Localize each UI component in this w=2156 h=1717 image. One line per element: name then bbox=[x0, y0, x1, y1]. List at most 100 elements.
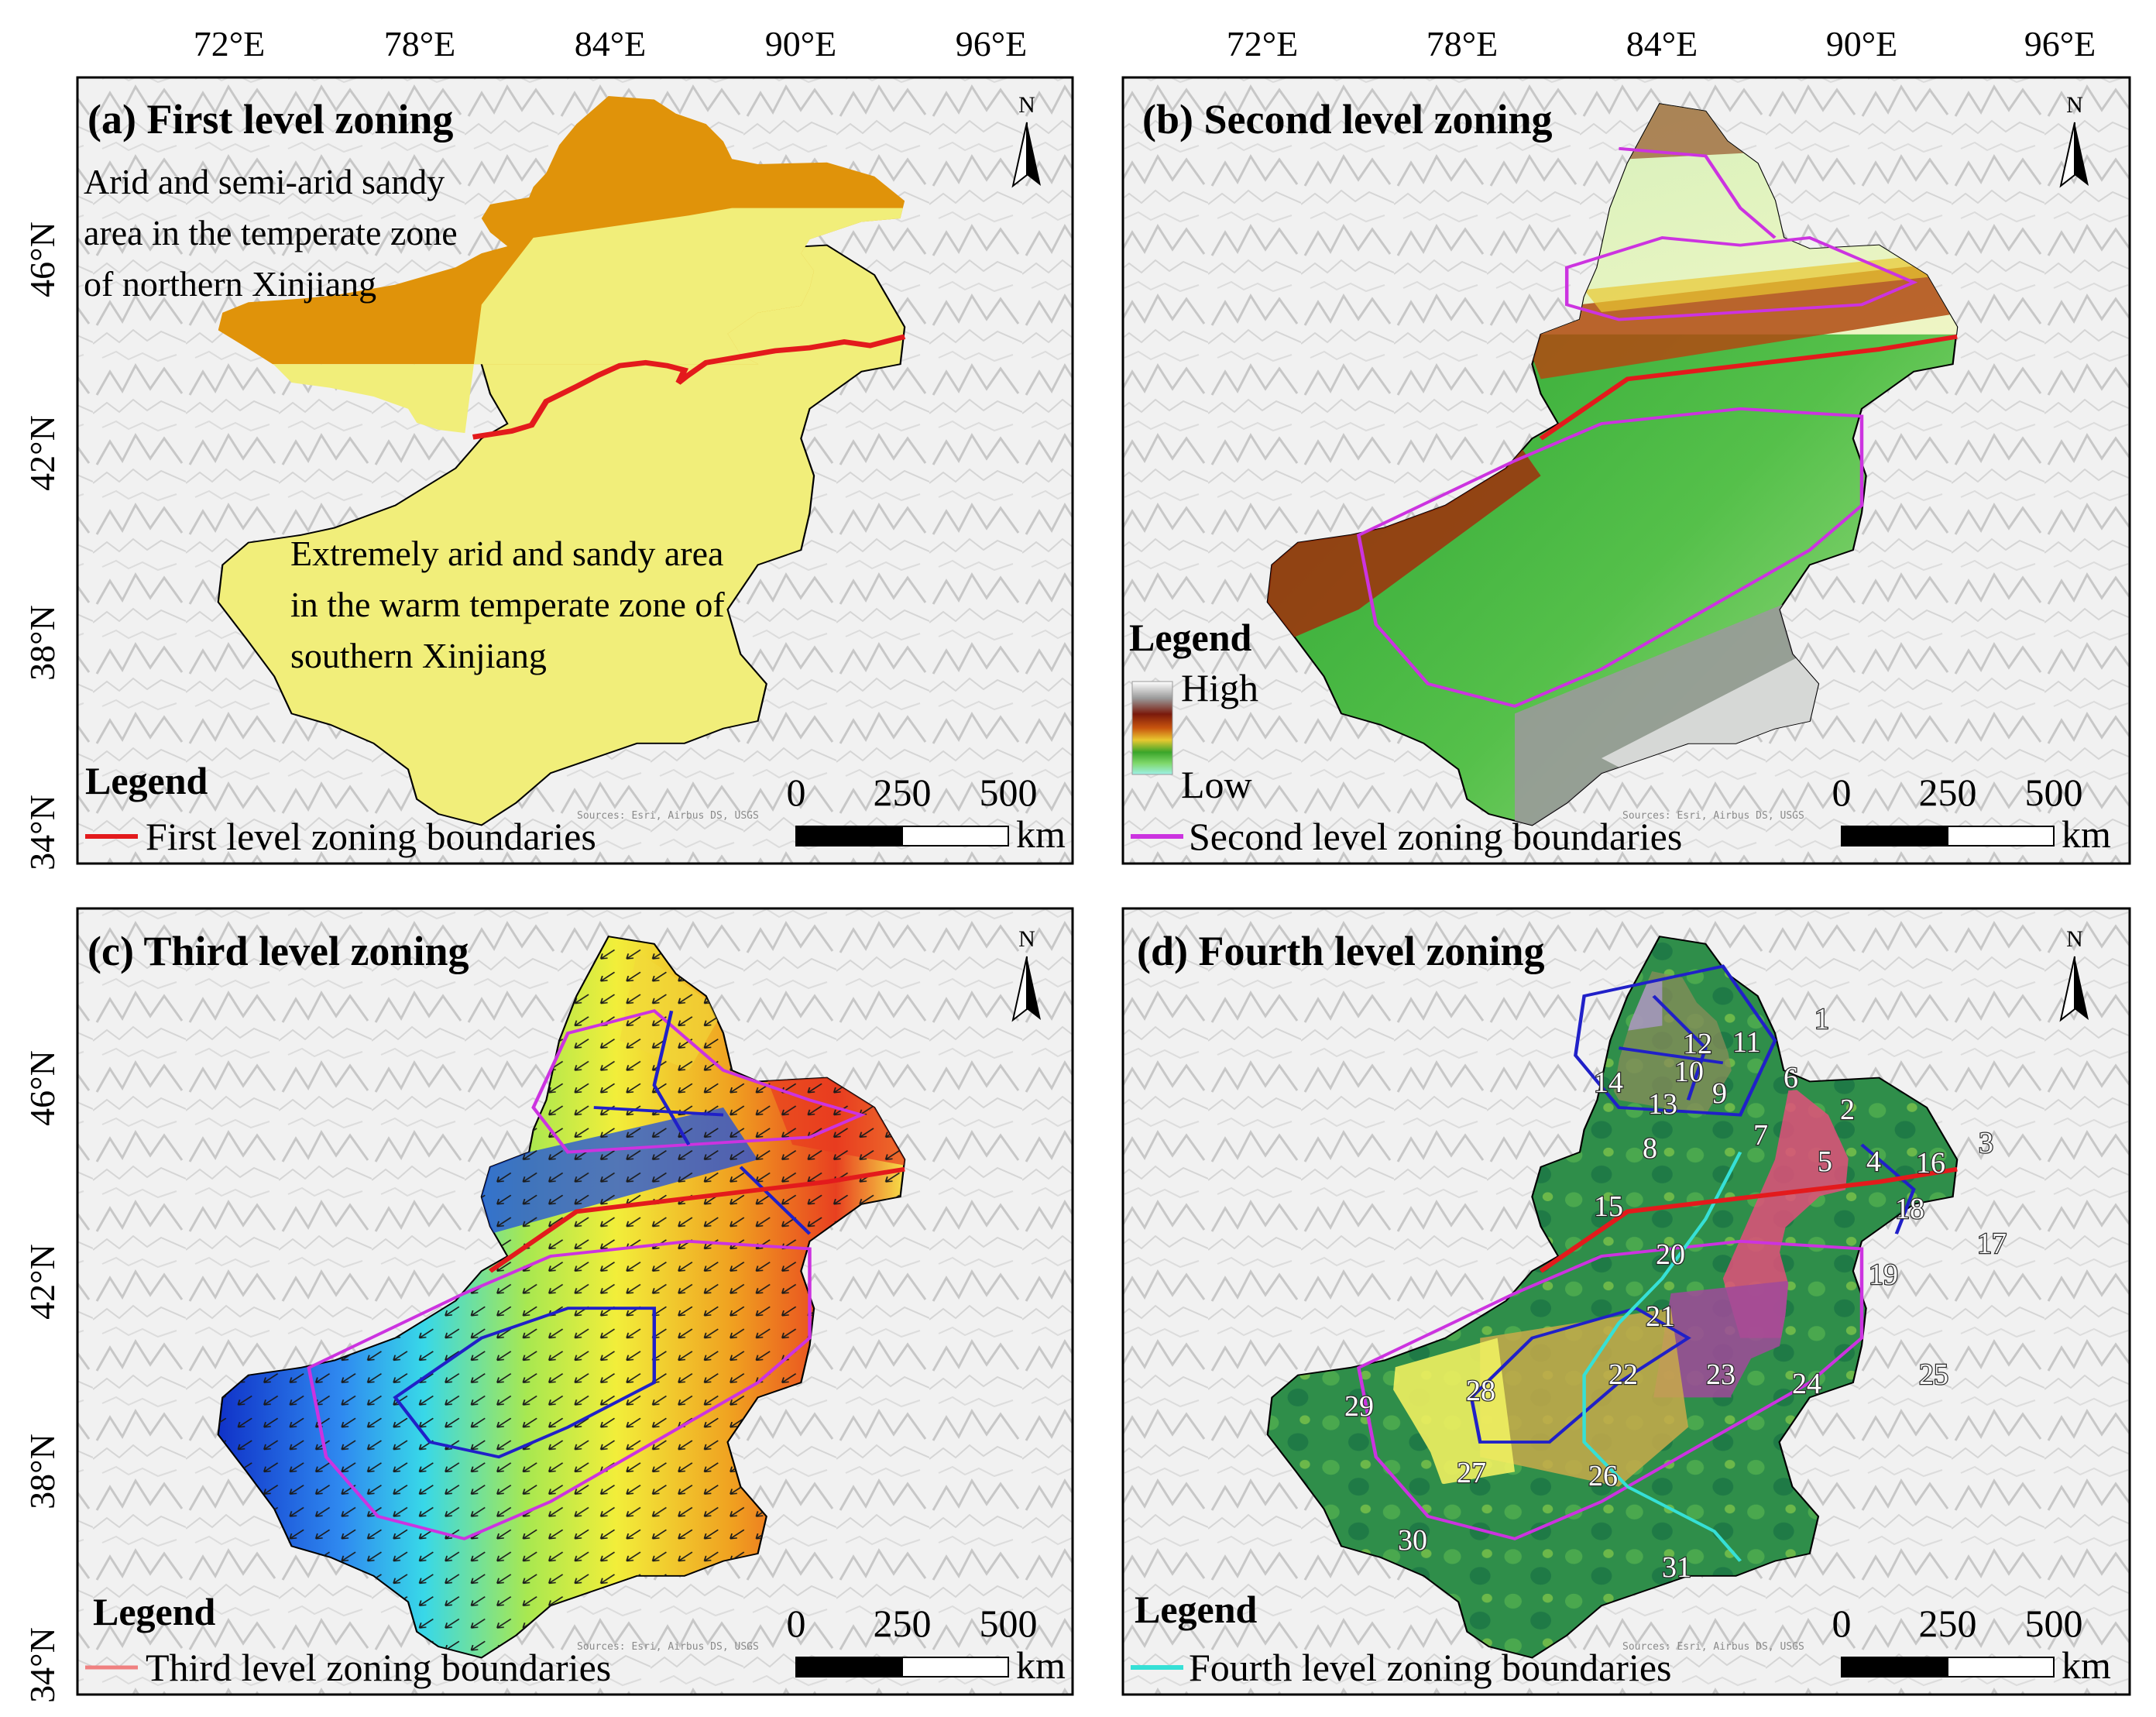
svg-text:250: 250 bbox=[874, 771, 932, 814]
latitude-labels-a: 46°N 42°N 38°N 34°N bbox=[22, 221, 62, 871]
svg-text:N: N bbox=[1018, 926, 1035, 952]
legend-d: Legend Fourth level zoning boundaries bbox=[1131, 1588, 1672, 1689]
svg-text:N: N bbox=[1018, 92, 1035, 118]
north-arrow: N bbox=[1011, 926, 1041, 1022]
latitude-labels-c: 46°N 42°N 38°N 34°N bbox=[22, 1050, 62, 1703]
zone-label-12: 12 bbox=[1683, 1028, 1712, 1060]
zone-label-28: 28 bbox=[1466, 1375, 1495, 1407]
svg-text:78°E: 78°E bbox=[1426, 24, 1499, 64]
svg-text:38°N: 38°N bbox=[22, 605, 62, 681]
svg-text:0: 0 bbox=[787, 1602, 806, 1645]
svg-text:250: 250 bbox=[1919, 1602, 1977, 1645]
north-arrow: N bbox=[2059, 926, 2089, 1022]
svg-text:34°N: 34°N bbox=[22, 1627, 62, 1703]
zone-label-30: 30 bbox=[1398, 1524, 1427, 1557]
zone-label-16: 16 bbox=[1916, 1147, 1945, 1180]
south-region-label: Extremely arid and sandy area in the war… bbox=[290, 534, 733, 675]
svg-text:250: 250 bbox=[874, 1602, 932, 1645]
zone-label-9: 9 bbox=[1712, 1077, 1727, 1110]
scale-bar-a: 0 250 500 km bbox=[787, 771, 1066, 856]
legend-title: Legend bbox=[1135, 1588, 1258, 1631]
zone-label-4: 4 bbox=[1866, 1145, 1881, 1178]
attribution: Sources: Esri, Airbus DS, USGS bbox=[577, 1641, 759, 1653]
svg-text:N: N bbox=[2066, 926, 2083, 952]
zone-label-20: 20 bbox=[1656, 1238, 1685, 1271]
zone-labels: 1 2 3 4 5 6 7 8 9 10 11 12 13 14 15 16 1… bbox=[1344, 1002, 2008, 1585]
first-level-boundary bbox=[472, 334, 906, 440]
svg-text:96°E: 96°E bbox=[956, 24, 1028, 64]
svg-text:km: km bbox=[2062, 812, 2111, 856]
zone-label-6: 6 bbox=[1784, 1062, 1798, 1094]
panel-a-title: (a) First level zoning bbox=[88, 96, 453, 143]
svg-text:90°E: 90°E bbox=[765, 24, 837, 64]
svg-text:84°E: 84°E bbox=[575, 24, 647, 64]
zone-label-18: 18 bbox=[1895, 1193, 1924, 1225]
scale-bar-d: 0 250 500 km bbox=[1832, 1602, 2112, 1687]
attribution: Sources: Esri, Airbus DS, USGS bbox=[1622, 810, 1804, 822]
attribution: Sources: Esri, Airbus DS, USGS bbox=[1622, 1641, 1804, 1653]
zone-label-2: 2 bbox=[1840, 1094, 1855, 1126]
legend-b: Legend High Low Second level zoning boun… bbox=[1129, 616, 1682, 858]
panel-a: (a) First level zoning Arid and semi-ari… bbox=[22, 24, 1074, 871]
legend-item-label: Fourth level zoning boundaries bbox=[1189, 1646, 1672, 1689]
svg-text:km: km bbox=[1016, 812, 1066, 856]
north-region-label: Arid and semi-arid sandy area in the tem… bbox=[84, 162, 466, 304]
zone-label-10: 10 bbox=[1674, 1056, 1704, 1088]
legend-a: Legend First level zoning boundaries bbox=[85, 759, 596, 858]
zone-label-5: 5 bbox=[1818, 1145, 1832, 1178]
legend-title: Legend bbox=[93, 1590, 216, 1633]
attribution: Sources: Esri, Airbus DS, USGS bbox=[577, 810, 759, 822]
zone-label-22: 22 bbox=[1608, 1358, 1638, 1391]
zone-label-8: 8 bbox=[1643, 1132, 1657, 1165]
north-arrow: N bbox=[1011, 92, 1041, 188]
zone-label-3: 3 bbox=[1979, 1127, 1993, 1159]
zone-label-21: 21 bbox=[1646, 1300, 1675, 1333]
legend-title: Legend bbox=[1129, 616, 1252, 659]
north-arrow: N bbox=[2059, 92, 2089, 188]
legend-c: Legend Third level zoning boundaries bbox=[85, 1590, 611, 1689]
zone-label-29: 29 bbox=[1344, 1390, 1374, 1423]
svg-text:500: 500 bbox=[980, 771, 1038, 814]
svg-text:500: 500 bbox=[2025, 771, 2083, 814]
svg-text:46°N: 46°N bbox=[22, 221, 62, 297]
zone-label-13: 13 bbox=[1648, 1088, 1677, 1121]
svg-text:500: 500 bbox=[980, 1602, 1038, 1645]
svg-text:42°N: 42°N bbox=[22, 415, 62, 491]
zone-label-27: 27 bbox=[1457, 1457, 1486, 1489]
panel-d: 1 2 3 4 5 6 7 8 9 10 11 12 13 14 15 16 1… bbox=[1121, 907, 2131, 1696]
panel-c: (c) Third level zoning N Legend Third le… bbox=[22, 907, 1074, 1703]
longitude-labels-a: 72°E 78°E 84°E 90°E 96°E bbox=[194, 24, 1028, 64]
svg-text:46°N: 46°N bbox=[22, 1050, 62, 1126]
longitude-labels-b: 72°E 78°E 84°E 90°E 96°E bbox=[1227, 24, 2096, 64]
zone-label-1: 1 bbox=[1814, 1003, 1829, 1035]
panel-d-title: (d) Fourth level zoning bbox=[1137, 928, 1544, 974]
ramp-low-label: Low bbox=[1181, 763, 1252, 806]
svg-text:78°E: 78°E bbox=[384, 24, 456, 64]
elevation-ramp bbox=[1131, 681, 1173, 775]
svg-text:90°E: 90°E bbox=[1826, 24, 1898, 64]
zone-label-17: 17 bbox=[1977, 1228, 2007, 1260]
svg-text:72°E: 72°E bbox=[194, 24, 266, 64]
zone-label-15: 15 bbox=[1594, 1190, 1623, 1223]
svg-text:0: 0 bbox=[1832, 1602, 1852, 1645]
svg-text:N: N bbox=[2066, 92, 2083, 118]
scale-bar-b: 0 250 500 km bbox=[1832, 771, 2112, 856]
zone-label-23: 23 bbox=[1706, 1358, 1735, 1391]
svg-text:km: km bbox=[1016, 1643, 1066, 1687]
svg-text:72°E: 72°E bbox=[1227, 24, 1299, 64]
panel-b: (b) Second level zoning N Legend High Lo… bbox=[1121, 24, 2131, 865]
svg-text:500: 500 bbox=[2025, 1602, 2083, 1645]
zone-label-31: 31 bbox=[1662, 1551, 1691, 1584]
panel-b-title: (b) Second level zoning bbox=[1142, 96, 1553, 143]
zone-label-25: 25 bbox=[1919, 1358, 1948, 1391]
zone-label-7: 7 bbox=[1753, 1119, 1768, 1152]
ramp-high-label: High bbox=[1181, 666, 1258, 709]
svg-text:0: 0 bbox=[787, 771, 806, 814]
svg-text:0: 0 bbox=[1832, 771, 1852, 814]
panel-c-title: (c) Third level zoning bbox=[88, 928, 469, 974]
svg-text:42°N: 42°N bbox=[22, 1244, 62, 1320]
zone-label-19: 19 bbox=[1869, 1259, 1898, 1291]
scale-bar-c: 0 250 500 km bbox=[787, 1602, 1066, 1687]
svg-text:38°N: 38°N bbox=[22, 1434, 62, 1509]
svg-text:34°N: 34°N bbox=[22, 795, 62, 871]
